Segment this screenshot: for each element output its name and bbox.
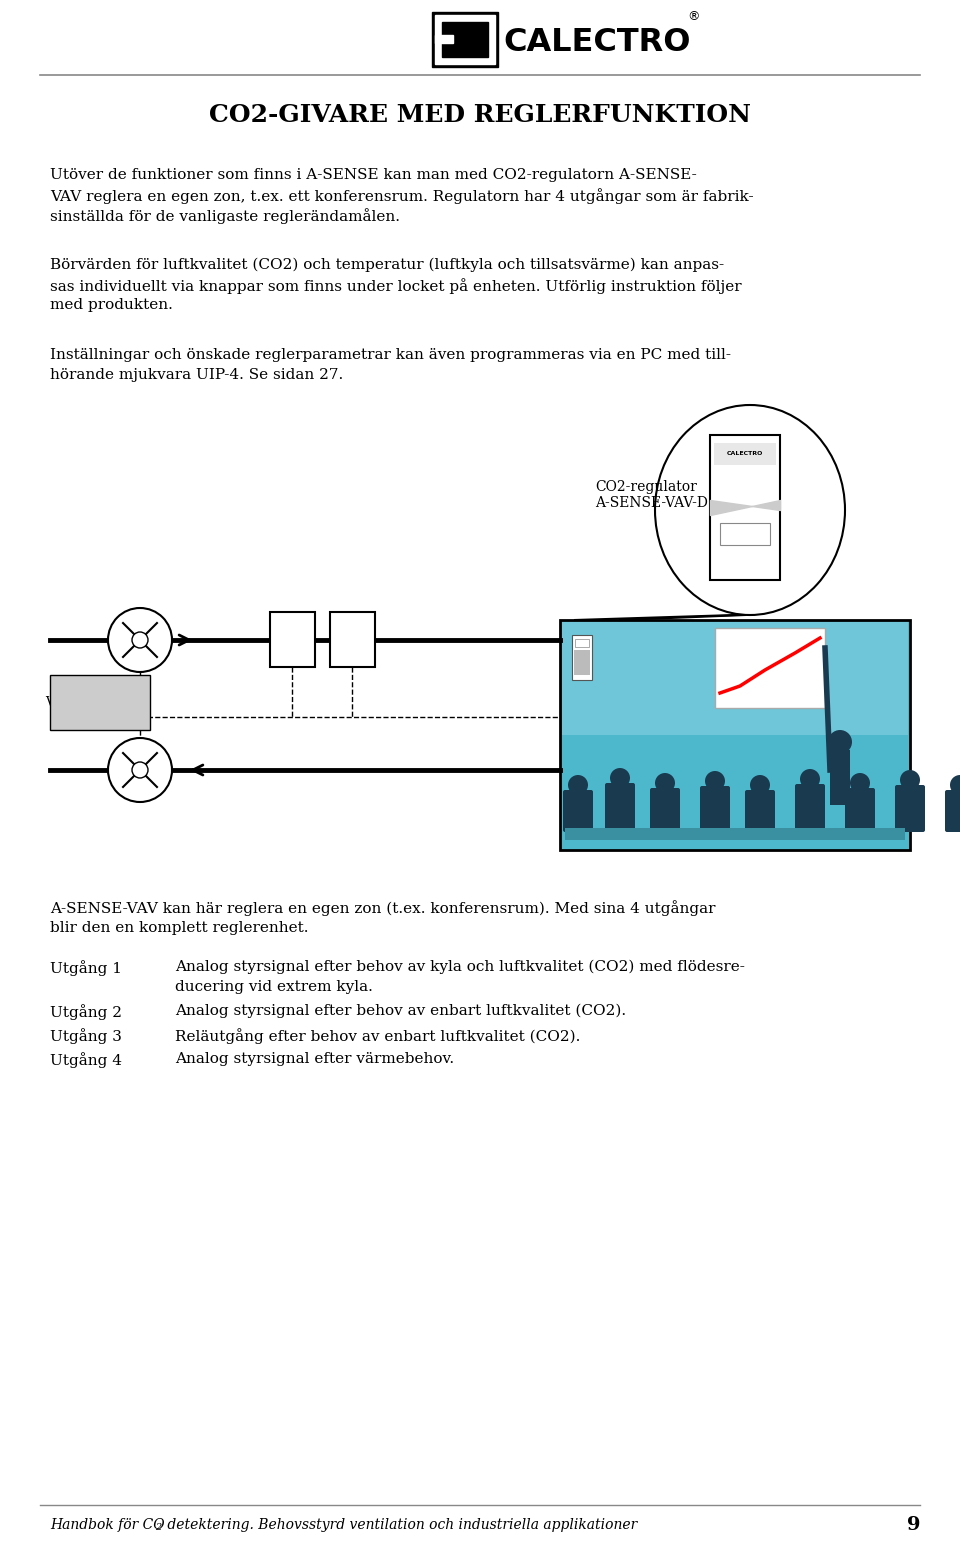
- Bar: [50, 675, 150, 730]
- Ellipse shape: [655, 405, 845, 614]
- FancyBboxPatch shape: [745, 790, 775, 833]
- Text: Utgång 1: Utgång 1: [50, 960, 122, 976]
- Bar: [720, 522, 770, 546]
- Text: Utgång 3: Utgång 3: [50, 1027, 122, 1045]
- Text: CO2-regulator: CO2-regulator: [595, 480, 697, 494]
- Text: VAV reglera en egen zon, t.ex. ett konferensrum. Regulatorn har 4 utgångar som ä: VAV reglera en egen zon, t.ex. ett konfe…: [50, 189, 754, 204]
- Text: CO2-GIVARE MED REGLERFUNKTION: CO2-GIVARE MED REGLERFUNKTION: [209, 103, 751, 126]
- Bar: [714, 443, 776, 465]
- FancyBboxPatch shape: [605, 783, 635, 833]
- Bar: [442, 22, 488, 58]
- Text: Analog styrsignal efter behov av enbart luftkvalitet (CO2).: Analog styrsignal efter behov av enbart …: [175, 1004, 626, 1018]
- Text: med produkten.: med produkten.: [50, 298, 173, 312]
- Text: CALECTRO: CALECTRO: [503, 27, 690, 58]
- Circle shape: [610, 769, 630, 787]
- Text: detektering. Behovsstyrd ventilation och industriella applikationer: detektering. Behovsstyrd ventilation och…: [163, 1518, 637, 1532]
- Text: 9: 9: [906, 1515, 920, 1534]
- Text: hörande mjukvara UIP-4. Se sidan 27.: hörande mjukvara UIP-4. Se sidan 27.: [50, 368, 344, 382]
- Text: Utgång 2: Utgång 2: [50, 1004, 122, 1020]
- Text: Handbok för CO: Handbok för CO: [50, 1518, 164, 1532]
- Text: blir den en komplett reglerenhet.: blir den en komplett reglerenhet.: [50, 921, 308, 935]
- FancyBboxPatch shape: [895, 786, 925, 833]
- FancyBboxPatch shape: [945, 790, 960, 833]
- Text: Analog styrsignal efter värmebehov.: Analog styrsignal efter värmebehov.: [175, 1052, 454, 1066]
- Text: ®: ®: [687, 11, 700, 23]
- Bar: [432, 12, 498, 67]
- Bar: [715, 628, 825, 708]
- Bar: [830, 750, 850, 804]
- Text: A-SENSE-VAV kan här reglera en egen zon (t.ex. konferensrum). Med sina 4 utgånga: A-SENSE-VAV kan här reglera en egen zon …: [50, 900, 715, 915]
- Bar: [572, 635, 592, 680]
- FancyBboxPatch shape: [563, 790, 593, 833]
- Text: Utöver de funktioner som finns i A-SENSE kan man med CO2-regulatorn A-SENSE-: Utöver de funktioner som finns i A-SENSE…: [50, 168, 697, 182]
- Text: A-SENSE-VAV-D: A-SENSE-VAV-D: [595, 496, 708, 510]
- Bar: [565, 828, 905, 840]
- Circle shape: [850, 773, 870, 794]
- Text: CALECTRO: CALECTRO: [727, 451, 763, 455]
- Text: +: +: [283, 630, 300, 650]
- Circle shape: [828, 730, 852, 755]
- Bar: [270, 613, 315, 667]
- FancyBboxPatch shape: [845, 787, 875, 833]
- Text: Varvtalsstyrning: Varvtalsstyrning: [45, 695, 149, 708]
- Text: 2: 2: [155, 1523, 161, 1532]
- Circle shape: [655, 773, 675, 794]
- Text: Analog styrsignal efter behov av kyla och luftkvalitet (CO2) med flödesre-: Analog styrsignal efter behov av kyla oc…: [175, 960, 745, 974]
- Bar: [435, 16, 495, 64]
- Bar: [575, 639, 589, 647]
- Circle shape: [800, 769, 820, 789]
- Text: Reläutgång efter behov av enbart luftkvalitet (CO2).: Reläutgång efter behov av enbart luftkva…: [175, 1027, 581, 1045]
- Text: sinställda för de vanligaste reglerändamålen.: sinställda för de vanligaste reglerändam…: [50, 207, 400, 224]
- Text: sas individuellt via knappar som finns under locket på enheten. Utförlig instruk: sas individuellt via knappar som finns u…: [50, 278, 742, 295]
- Bar: [574, 650, 590, 675]
- Bar: [562, 622, 908, 734]
- FancyBboxPatch shape: [795, 784, 825, 833]
- Circle shape: [108, 737, 172, 801]
- Text: ducering vid extrem kyla.: ducering vid extrem kyla.: [175, 981, 372, 995]
- Bar: [560, 620, 910, 850]
- Circle shape: [108, 608, 172, 672]
- Circle shape: [132, 631, 148, 649]
- Text: Inställningar och önskade reglerparametrar kan även programmeras via en PC med t: Inställningar och önskade reglerparametr…: [50, 348, 731, 362]
- Circle shape: [132, 762, 148, 778]
- FancyBboxPatch shape: [700, 786, 730, 833]
- FancyBboxPatch shape: [650, 787, 680, 833]
- Text: Börvärden för luftkvalitet (CO2) och temperatur (luftkyla och tillsatsvärme) kan: Börvärden för luftkvalitet (CO2) och tem…: [50, 257, 724, 273]
- Circle shape: [705, 772, 725, 790]
- Bar: [435, 34, 453, 44]
- Circle shape: [900, 770, 920, 790]
- Circle shape: [750, 775, 770, 795]
- Circle shape: [950, 775, 960, 795]
- Bar: [710, 435, 780, 580]
- Text: Utgång 4: Utgång 4: [50, 1052, 122, 1068]
- Text: −: −: [344, 630, 361, 650]
- Circle shape: [568, 775, 588, 795]
- Bar: [330, 613, 375, 667]
